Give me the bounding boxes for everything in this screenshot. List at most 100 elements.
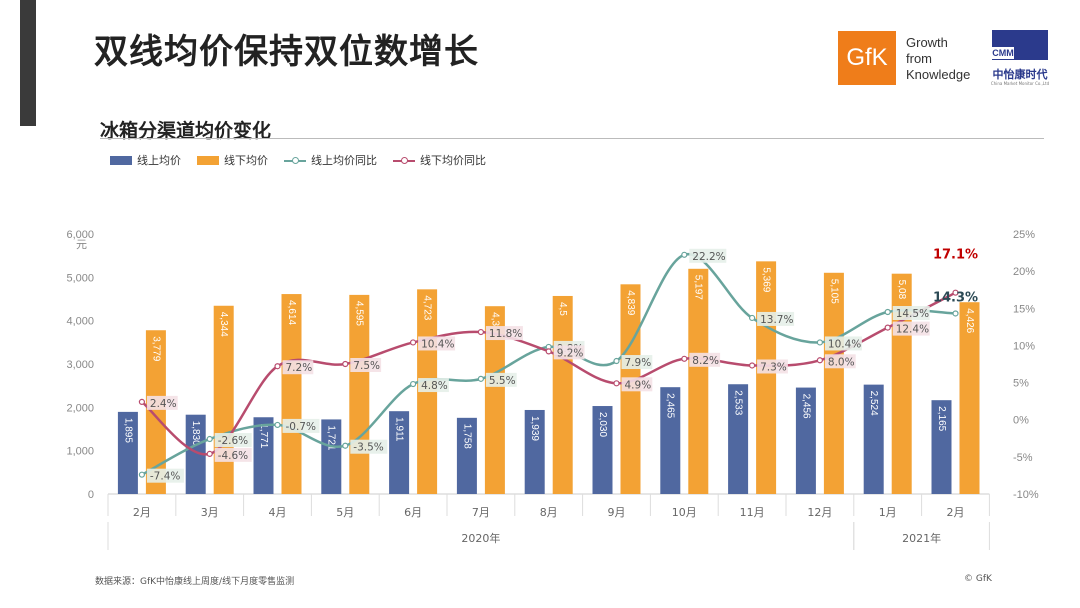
online-yoy-label-bg bbox=[689, 248, 727, 263]
online-price-bar bbox=[389, 411, 410, 494]
online-yoy-label-bg bbox=[214, 433, 252, 448]
offline-price-bar-label: 4,344 bbox=[218, 312, 229, 337]
gfk-logo: GfK bbox=[838, 31, 896, 85]
offline-yoy-point bbox=[477, 328, 484, 336]
online-price-bar-label: 2,524 bbox=[868, 391, 879, 416]
x-axis-label: 1月 bbox=[879, 506, 897, 519]
online-price-bar bbox=[931, 400, 952, 494]
right-axis-tick-label: -5% bbox=[1013, 452, 1033, 464]
offline-yoy-label-bg bbox=[757, 359, 788, 374]
tagline-line-2: from bbox=[906, 51, 932, 66]
offline-yoy-point bbox=[748, 362, 756, 369]
online-yoy-label: -2.6% bbox=[218, 435, 248, 447]
x-axis-label: 11月 bbox=[740, 506, 765, 519]
offline-yoy-point bbox=[206, 450, 213, 457]
online-yoy-point bbox=[816, 339, 824, 346]
offline-yoy-label-bg bbox=[418, 336, 456, 351]
legend-item-online-price: 线上均价 bbox=[110, 152, 181, 168]
offline-yoy-label: 7.3% bbox=[760, 361, 787, 373]
offline-yoy-label: 8.2% bbox=[692, 355, 719, 367]
page-title: 双线均价保持双位数增长 bbox=[94, 32, 479, 72]
offline-yoy-point bbox=[613, 380, 620, 387]
offline-price-bar-label: 5,08 bbox=[896, 280, 907, 300]
x-axis-label: 10月 bbox=[672, 506, 697, 519]
online-price-bar bbox=[253, 417, 274, 494]
offline-yoy-point bbox=[952, 289, 959, 296]
copyright: © GfK bbox=[964, 574, 992, 584]
offline-price-bar-label: 4,595 bbox=[354, 301, 365, 326]
online-price-bar bbox=[863, 384, 884, 494]
online-yoy-label-bg bbox=[418, 378, 449, 393]
online-yoy-label-bg bbox=[146, 468, 184, 483]
offline-price-bar bbox=[552, 295, 573, 494]
offline-yoy-point bbox=[545, 348, 552, 355]
online-price-bar-label: 1,758 bbox=[461, 424, 472, 449]
chart-legend: 线上均价 线下均价 线上均价同比 线下均价同比 bbox=[110, 152, 486, 168]
online-price-bar bbox=[321, 419, 342, 494]
online-price-bar-label: 2,533 bbox=[732, 390, 743, 415]
offline-yoy-point bbox=[681, 355, 688, 362]
offline-price-bar-label: 4,614 bbox=[286, 300, 297, 325]
left-axis-tick-label: 4,000 bbox=[66, 316, 94, 328]
cmm-name: 中怡康时代 bbox=[992, 68, 1048, 81]
offline-yoy-label: 7.5% bbox=[353, 360, 380, 372]
offline-yoy-label-bg bbox=[350, 358, 382, 372]
online-yoy-label: 5.5% bbox=[489, 375, 516, 387]
offline-yoy-label-bg bbox=[892, 321, 930, 336]
x-axis-label: 2月 bbox=[947, 506, 965, 519]
x-axis-label: 5月 bbox=[336, 506, 354, 519]
online-yoy-label-bg bbox=[621, 355, 653, 370]
online-price-bar-label: 2,030 bbox=[597, 412, 608, 437]
offline-yoy-label: 11.8% bbox=[489, 328, 522, 340]
offline-yoy-label: 4.9% bbox=[625, 379, 652, 391]
offline-yoy-label-bg bbox=[485, 326, 523, 341]
legend-item-offline-yoy: 线下均价同比 bbox=[393, 152, 486, 168]
legend-swatch-offline-price bbox=[197, 155, 219, 165]
right-axis-tick-label: 25% bbox=[1013, 229, 1035, 241]
offline-price-bar-label: 5,105 bbox=[828, 279, 839, 304]
offline-price-bar-label: 4,5 bbox=[557, 302, 568, 316]
online-price-bar-label: 1,911 bbox=[393, 417, 404, 442]
x-axis-label: 4月 bbox=[269, 506, 287, 519]
data-source-note: 数据来源：GfK中怡康线上周度/线下月度零售监测 bbox=[95, 577, 295, 587]
online-yoy-label-bg bbox=[485, 372, 517, 387]
online-price-bar bbox=[660, 387, 681, 494]
online-yoy-label: 14.3% bbox=[933, 290, 978, 305]
online-yoy-point bbox=[681, 251, 688, 258]
online-yoy-label: 7.9% bbox=[625, 357, 652, 369]
online-price-bar-label: 1,721 bbox=[326, 425, 337, 450]
legend-label-offline-price: 线下均价 bbox=[224, 154, 268, 167]
online-price-bar-label: 1,771 bbox=[258, 423, 269, 448]
offline-price-bar-label: 4,426 bbox=[964, 308, 975, 333]
legend-swatch-offline-yoy bbox=[393, 156, 415, 165]
year-group-label: 2021年 bbox=[902, 531, 941, 545]
cmm-subtext: China Market Monitor Co.,Ltd bbox=[990, 81, 1050, 86]
legend-swatch-online-yoy bbox=[284, 156, 306, 165]
offline-price-bar-label: 3,779 bbox=[150, 336, 161, 361]
online-yoy-label-bg bbox=[282, 418, 320, 433]
offline-yoy-point bbox=[884, 324, 891, 331]
right-axis-tick-label: 5% bbox=[1013, 378, 1029, 390]
online-yoy-point bbox=[342, 442, 349, 449]
offline-yoy-point bbox=[410, 339, 417, 346]
tagline-line-1: Growth bbox=[906, 35, 948, 50]
gfk-tagline: Growth from Knowledge bbox=[906, 35, 986, 83]
offline-price-bar bbox=[959, 302, 980, 494]
right-axis-tick-label: -10% bbox=[1013, 489, 1039, 501]
offline-yoy-point bbox=[816, 357, 824, 364]
offline-price-bar-label: 4,723 bbox=[421, 295, 432, 320]
offline-price-bar-label: 4,839 bbox=[625, 290, 636, 315]
left-axis-tick-label: 1,000 bbox=[66, 446, 94, 458]
online-yoy-label: 14.5% bbox=[896, 308, 929, 320]
offline-yoy-point bbox=[274, 363, 281, 370]
online-yoy-point bbox=[884, 308, 891, 316]
legend-label-offline-yoy: 线下均价同比 bbox=[420, 154, 486, 167]
left-axis-tick-label: 0 bbox=[88, 489, 94, 501]
legend-item-offline-price: 线下均价 bbox=[197, 152, 268, 168]
offline-price-bar bbox=[145, 330, 166, 494]
x-axis-label: 12月 bbox=[807, 506, 832, 519]
online-price-bar-label: 2,456 bbox=[800, 394, 811, 419]
online-price-bar bbox=[524, 409, 545, 494]
offline-yoy-label-bg bbox=[689, 352, 721, 367]
